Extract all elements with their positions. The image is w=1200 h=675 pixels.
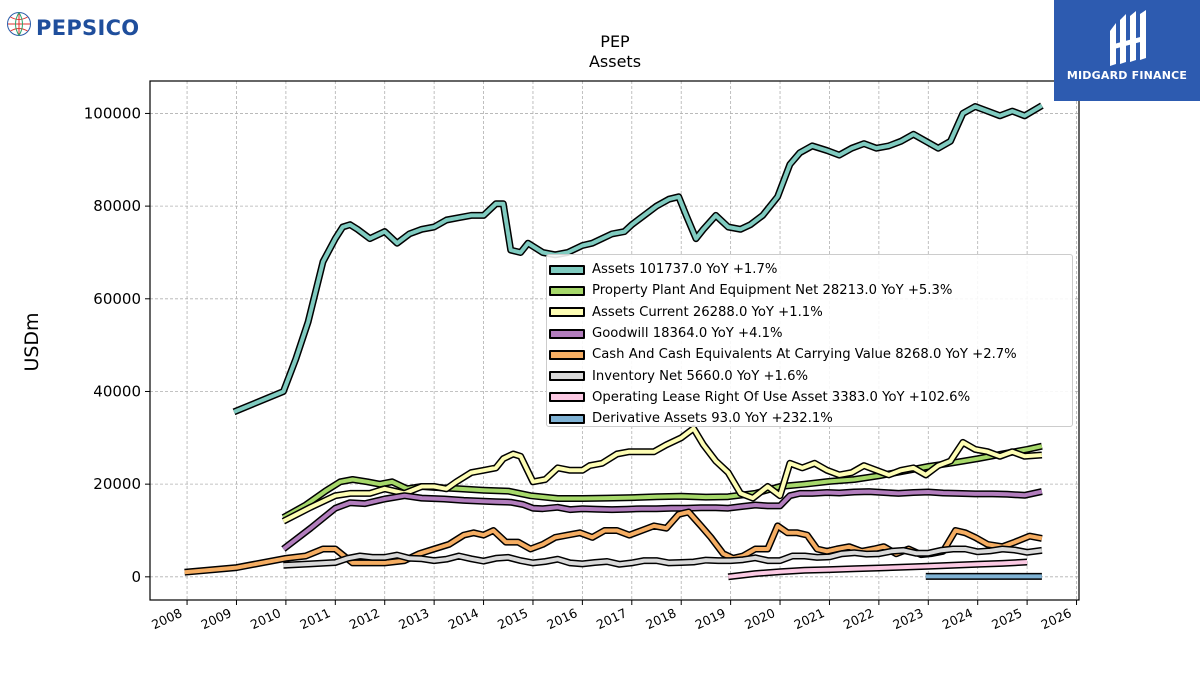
legend-swatch: [549, 264, 585, 275]
legend-swatch: [549, 307, 585, 318]
x-tick-label: 2022: [841, 605, 876, 632]
x-tick-label: 2017: [594, 605, 629, 632]
legend-item: Assets 101737.0 YoY +1.7%: [547, 259, 1072, 280]
legend-item: Assets Current 26288.0 YoY +1.1%: [547, 302, 1072, 323]
series-line-goodwill: [282, 489, 1043, 551]
x-tick-label: 2020: [742, 605, 777, 632]
legend-item: Derivative Assets 93.0 YoY +232.1%: [547, 408, 1072, 429]
legend-swatch: [549, 413, 585, 424]
series-line-assets-current: [282, 426, 1043, 523]
legend-label: Goodwill 18364.0 YoY +4.1%: [592, 326, 783, 342]
x-tick-label: 2018: [643, 605, 678, 632]
plot-frame: [149, 80, 1080, 601]
midgard-wordmark: MIDGARD FINANCE: [1066, 69, 1188, 82]
grid-lines: [150, 81, 1079, 600]
pepsico-wordmark: PEPSICO: [36, 16, 140, 40]
x-tick-label: 2010: [248, 605, 283, 632]
legend-swatch: [549, 392, 585, 403]
y-axis-label: USDm: [21, 312, 43, 372]
x-tick-label: 2026: [1039, 605, 1074, 632]
x-tick-label: 2008: [149, 605, 184, 632]
x-tick-label: 2009: [199, 605, 234, 632]
series-line-assets: [233, 103, 1043, 414]
y-tick-label: 60000: [93, 290, 141, 308]
x-tick-label: 2024: [940, 605, 975, 632]
y-tick-label: 80000: [93, 197, 141, 215]
legend-item: Operating Lease Right Of Use Asset 3383.…: [547, 387, 1072, 408]
x-tick-label: 2016: [544, 605, 579, 632]
legend-item: Property Plant And Equipment Net 28213.0…: [547, 280, 1072, 301]
chart-legend: Assets 101737.0 YoY +1.7% Property Plant …: [546, 254, 1073, 427]
legend-label: Property Plant And Equipment Net 28213.0…: [592, 283, 953, 299]
midgard-finance-logo: MIDGARD FINANCE: [1054, 0, 1200, 101]
legend-label: Assets 101737.0 YoY +1.7%: [592, 262, 778, 278]
y-tick-label: 20000: [93, 475, 141, 493]
x-tick-label: 2015: [495, 605, 530, 632]
chart-subtitle: Assets: [588, 52, 642, 71]
x-tick-label: 2025: [989, 605, 1024, 632]
legend-label: Inventory Net 5660.0 YoY +1.6%: [592, 368, 809, 384]
y-tick-label: 100000: [84, 104, 141, 122]
x-tick-label: 2011: [297, 605, 332, 632]
legend-item: Goodwill 18364.0 YoY +4.1%: [547, 323, 1072, 344]
series-line-operating-lease-right-of-use-asset: [727, 560, 1028, 579]
midgard-emblem-icon: [1110, 10, 1146, 66]
legend-label: Derivative Assets 93.0 YoY +232.1%: [592, 411, 833, 427]
legend-label: Cash And Cash Equivalents At Carrying Va…: [592, 347, 1017, 363]
pepsico-logo: PEPSICO: [6, 8, 139, 40]
series-layer: [184, 102, 1044, 581]
axes: [145, 80, 1080, 605]
y-tick-label: 0: [131, 568, 141, 586]
legend-swatch: [549, 328, 585, 339]
pepsico-globe-icon: [7, 12, 31, 36]
x-tick-label: 2012: [347, 605, 382, 632]
x-tick-label: 2021: [792, 605, 827, 632]
x-tick-label: 2013: [396, 605, 431, 632]
y-tick-label: 40000: [93, 382, 141, 400]
legend-label: Operating Lease Right Of Use Asset 3383.…: [592, 389, 971, 405]
legend-swatch: [549, 349, 585, 360]
legend-item: Inventory Net 5660.0 YoY +1.6%: [547, 365, 1072, 386]
legend-swatch: [549, 285, 585, 296]
series-line-inventory-net: [283, 547, 1043, 568]
x-tick-label: 2014: [446, 605, 481, 632]
x-tick-label: 2019: [693, 605, 728, 632]
legend-item: Cash And Cash Equivalents At Carrying Va…: [547, 344, 1072, 365]
chart-title: PEP: [600, 32, 630, 51]
legend-label: Assets Current 26288.0 YoY +1.1%: [592, 304, 823, 320]
legend-swatch: [549, 371, 585, 382]
series-outline-goodwill: [281, 488, 1043, 552]
x-tick-label: 2023: [890, 605, 925, 632]
